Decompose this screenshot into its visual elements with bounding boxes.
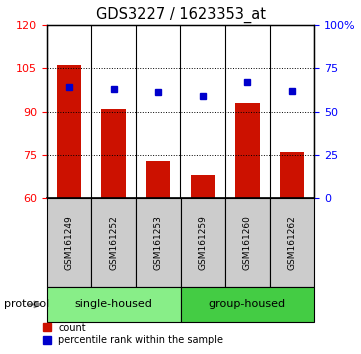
Text: GSM161252: GSM161252 [109,215,118,270]
Text: GSM161259: GSM161259 [198,215,207,270]
Bar [235,103,260,198]
Bar [146,161,170,198]
Bar [101,109,126,198]
Bar [191,175,215,198]
Bar [57,65,82,198]
Text: protocol: protocol [4,299,49,309]
Legend: count, percentile rank within the sample: count, percentile rank within the sample [41,321,225,347]
Text: single-housed: single-housed [75,299,153,309]
Text: GSM161262: GSM161262 [287,215,296,270]
Bar [279,152,304,198]
Text: GSM161249: GSM161249 [65,215,74,270]
Title: GDS3227 / 1623353_at: GDS3227 / 1623353_at [96,7,265,23]
Text: GSM161253: GSM161253 [154,215,163,270]
Text: group-housed: group-housed [209,299,286,309]
Text: GSM161260: GSM161260 [243,215,252,270]
